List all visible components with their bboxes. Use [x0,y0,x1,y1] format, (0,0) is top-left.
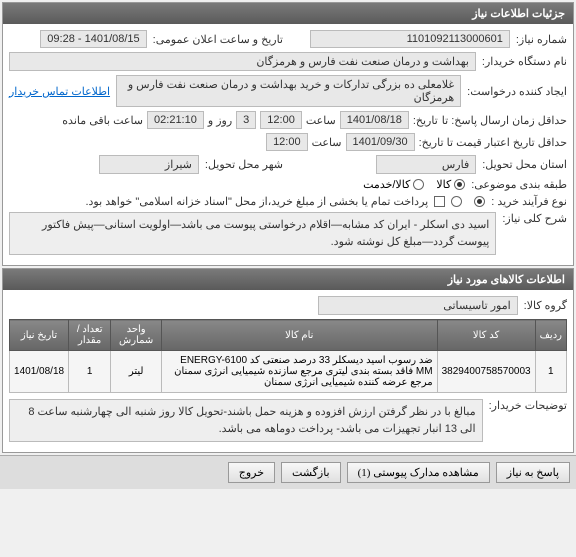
back-button[interactable]: بازگشت [281,462,341,483]
info-panel-header: جزئیات اطلاعات نیاز [3,3,573,24]
goods-panel-body: گروه کالا: امور تاسیساتی ردیف کد کالا نا… [3,290,573,452]
buy-process-label: نوع فرآیند خرید : [491,195,567,208]
deadline-to-label: تاریخ: [413,114,438,127]
credit-time-label: ساعت [312,136,342,149]
radio-proc-a-dot [474,196,485,207]
announce-value: 1401/08/15 - 09:28 [40,30,146,48]
buyer-org-label: نام دستگاه خریدار: [482,55,567,68]
attachments-button[interactable]: مشاهده مدارک پیوستی (1) [347,462,490,483]
goods-panel: اطلاعات کالاهای مورد نیاز گروه کالا: امو… [2,268,574,453]
deadline-time: 12:00 [260,111,302,129]
cell-date: 1401/08/18 [10,351,69,393]
exit-button[interactable]: خروج [228,462,275,483]
remain-days-label: روز و [208,114,232,127]
summary-value: اسید دی اسکلر - ایران کد مشابه—اقلام درخ… [9,212,496,255]
th-row: ردیف [535,320,566,351]
province-value: فارس [376,155,476,174]
goods-table: ردیف کد کالا نام کالا واحد شمارش تعداد /… [9,319,567,393]
radio-service-dot [413,179,424,190]
radio-service[interactable]: کالا/خدمت [363,178,424,191]
city-value: شیراز [99,155,199,174]
button-bar: پاسخ به نیاز مشاهده مدارک پیوستی (1) باز… [0,455,576,489]
table-header-row: ردیف کد کالا نام کالا واحد شمارش تعداد /… [10,320,567,351]
payment-checkbox[interactable] [434,196,445,207]
info-panel: جزئیات اطلاعات نیاز شماره نیاز: 11010921… [2,2,574,266]
th-name: نام کالا [162,320,438,351]
deadline-date: 1401/08/18 [340,111,409,129]
cell-idx: 1 [535,351,566,393]
radio-service-label: کالا/خدمت [363,178,410,191]
remain-days: 3 [236,111,256,129]
credit-label: حداقل تاریخ اعتبار قیمت تا تاریخ: [419,136,567,149]
cell-unit: لیتر [111,351,162,393]
creator-label: ایجاد کننده درخواست: [467,85,567,98]
remain-label: ساعت باقی مانده [62,114,143,127]
process-radio-group [451,196,485,207]
need-number-label: شماره نیاز: [516,33,567,46]
group-value: امور تاسیساتی [318,296,518,315]
deadline-time-label: ساعت [306,114,336,127]
radio-proc-b[interactable] [451,196,462,207]
deadline-label: حداقل زمان ارسال پاسخ: تا [442,114,567,127]
th-code: کد کالا [437,320,535,351]
extra-label: توضیحات خریدار: [489,399,567,412]
cell-name: ضد رسوب اسید دیسکلر 33 درصد صنعتی کد ENE… [162,351,438,393]
th-qty: تعداد / مقدار [69,320,111,351]
radio-proc-a[interactable] [474,196,485,207]
radio-goods-label: کالا [436,178,451,191]
summary-label: شرح کلی نیاز: [502,212,567,225]
creator-value: غلامعلی ده بزرگی تدارکات و خرید بهداشت و… [116,75,461,107]
city-label: شهر محل تحویل: [205,158,283,171]
info-panel-body: شماره نیاز: 1101092113000601 تاریخ و ساع… [3,24,573,265]
province-label: استان محل تحویل: [482,158,567,171]
credit-time: 12:00 [266,133,308,151]
radio-proc-b-dot [451,196,462,207]
category-radio-group: کالا کالا/خدمت [363,178,465,191]
radio-goods[interactable]: کالا [436,178,465,191]
cell-qty: 1 [69,351,111,393]
buyer-org-value: بهداشت و درمان صنعت نفت فارس و هرمزگان [9,52,476,71]
th-unit: واحد شمارش [111,320,162,351]
remain-time: 02:21:10 [147,111,204,129]
announce-label: تاریخ و ساعت اعلان عمومی: [153,33,283,46]
th-date: تاریخ نیاز [10,320,69,351]
cell-code: 3829400758570003 [437,351,535,393]
goods-panel-header: اطلاعات کالاهای مورد نیاز [3,269,573,290]
radio-goods-dot [454,179,465,190]
need-number-value: 1101092113000601 [310,30,510,48]
extra-value: مبالغ با در نظر گرفتن ارزش افزوده و هزین… [9,399,483,442]
group-label: گروه کالا: [524,299,567,312]
category-label: طبقه بندی موضوعی: [471,178,567,191]
table-row[interactable]: 1 3829400758570003 ضد رسوب اسید دیسکلر 3… [10,351,567,393]
contact-link[interactable]: اطلاعات تماس خریدار [9,85,110,98]
payment-note: پرداخت تمام یا بخشی از مبلغ خرید،از محل … [85,195,428,208]
credit-date: 1401/09/30 [346,133,415,151]
respond-button[interactable]: پاسخ به نیاز [496,462,570,483]
